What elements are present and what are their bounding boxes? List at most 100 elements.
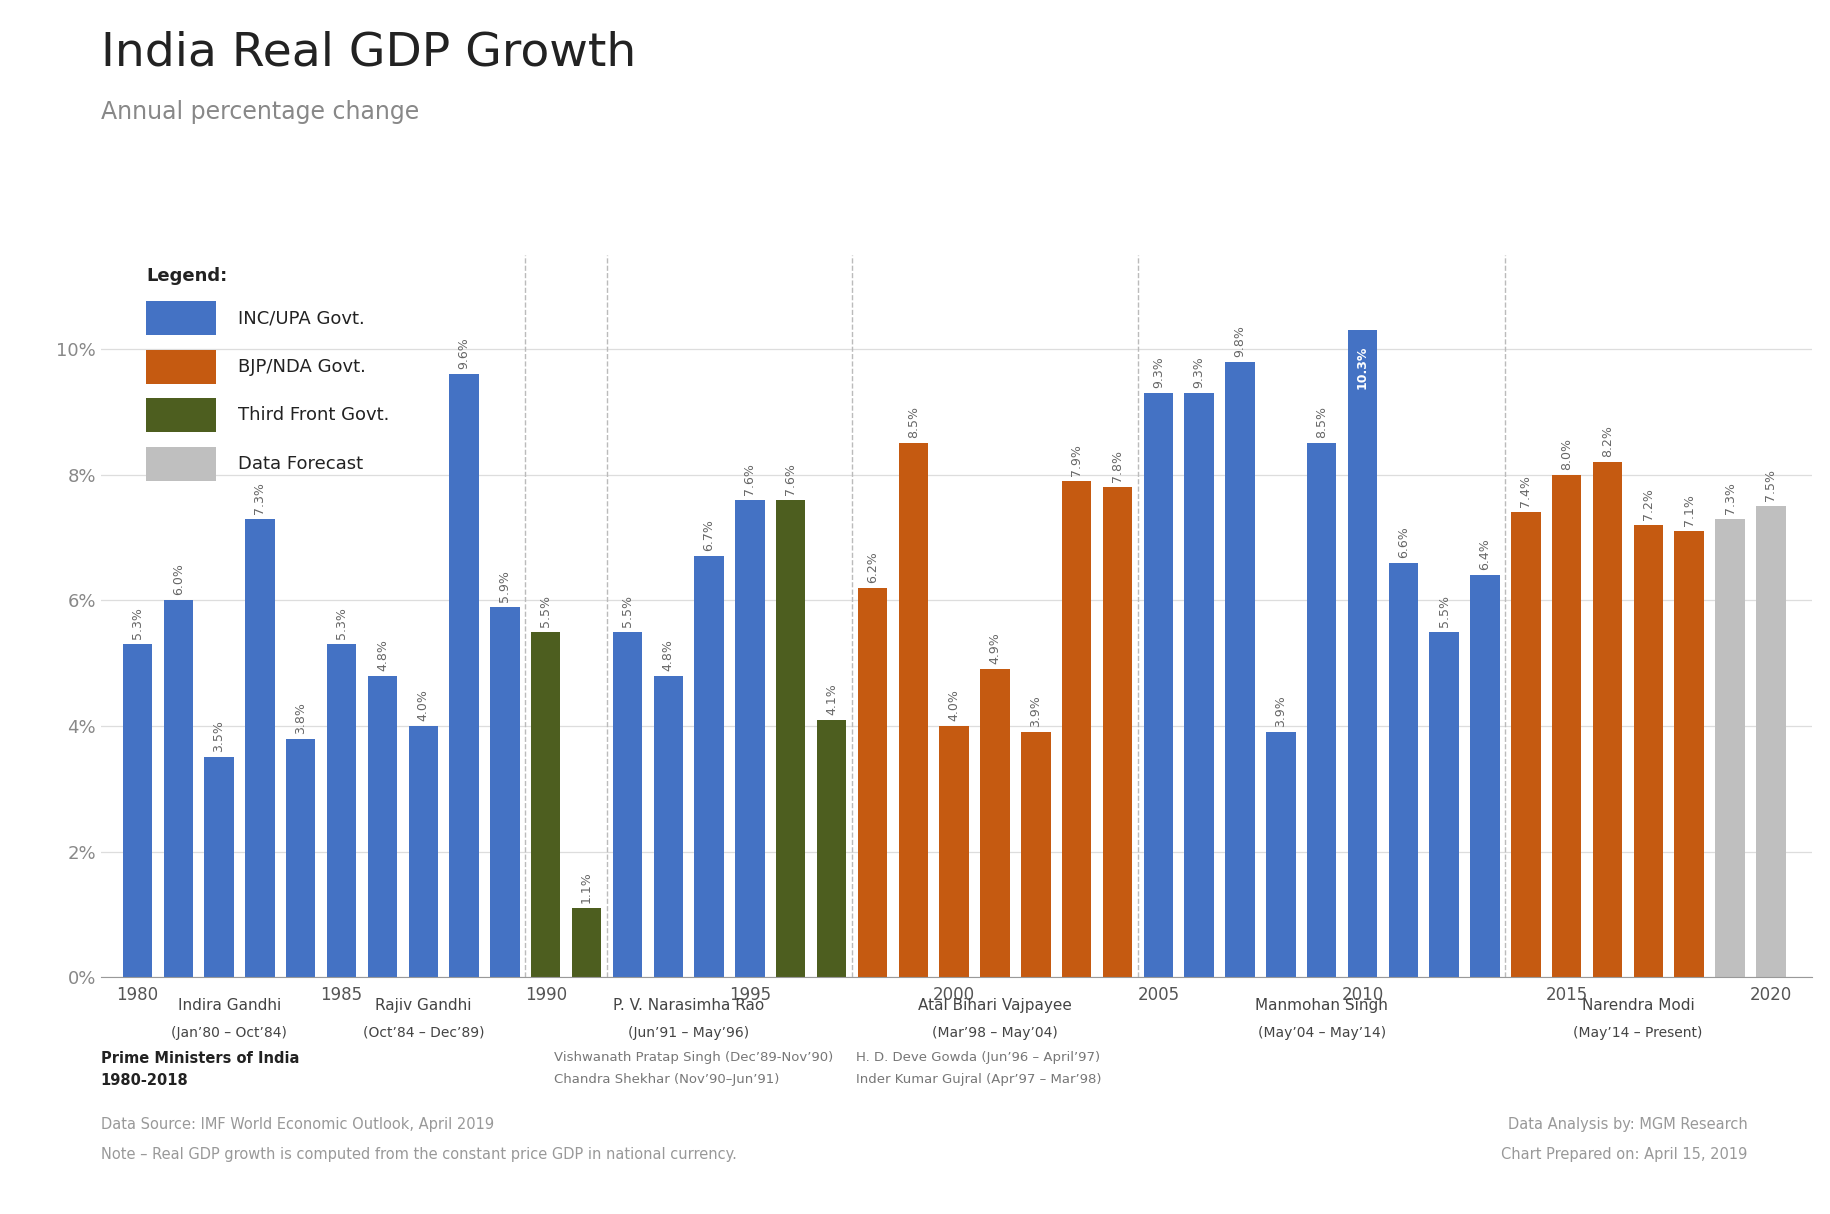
Bar (1715, 518, 1744, 977)
Bar (328, 645, 357, 977)
Text: 6.7%: 6.7% (703, 520, 716, 551)
Text: 9.3%: 9.3% (1193, 357, 1206, 388)
Text: Narendra Modi: Narendra Modi (1581, 998, 1695, 1012)
Text: P. V. Narasimha Rao: P. V. Narasimha Rao (613, 998, 765, 1012)
Text: 1980-2018: 1980-2018 (101, 1073, 188, 1088)
Text: 4.9%: 4.9% (988, 632, 1001, 664)
Text: Note – Real GDP growth is computed from the constant price GDP in national curre: Note – Real GDP growth is computed from … (101, 1147, 736, 1162)
Text: Third Front Govt.: Third Front Govt. (238, 407, 390, 424)
Text: Vishwanath Pratap Singh (Dec’89-Nov’90): Vishwanath Pratap Singh (Dec’89-Nov’90) (554, 1051, 833, 1065)
Text: 5.3%: 5.3% (335, 607, 348, 640)
Bar (163, 601, 192, 977)
Bar (1103, 487, 1133, 977)
Text: 4.1%: 4.1% (825, 683, 838, 715)
Bar (776, 500, 805, 977)
Text: 7.9%: 7.9% (1071, 444, 1083, 476)
Text: (May’04 – May’14): (May’04 – May’14) (1257, 1026, 1385, 1040)
Text: 3.9%: 3.9% (1028, 696, 1043, 727)
Text: Indira Gandhi: Indira Gandhi (178, 998, 282, 1012)
Text: 5.9%: 5.9% (498, 569, 511, 602)
Bar (1512, 512, 1541, 977)
Bar (613, 631, 642, 977)
Text: 5.5%: 5.5% (540, 595, 553, 626)
Text: INC/UPA Govt.: INC/UPA Govt. (238, 310, 364, 327)
Bar (1307, 443, 1336, 977)
Text: (Mar’98 – May’04): (Mar’98 – May’04) (931, 1026, 1058, 1040)
Text: H. D. Deve Gowda (Jun’96 – April’97): H. D. Deve Gowda (Jun’96 – April’97) (856, 1051, 1100, 1065)
Text: 5.3%: 5.3% (132, 607, 145, 640)
Bar (899, 443, 928, 977)
Bar (1634, 524, 1663, 977)
Bar (490, 607, 520, 977)
Text: 3.8%: 3.8% (295, 702, 307, 733)
Bar (1226, 362, 1255, 977)
Text: Legend:: Legend: (146, 267, 227, 285)
Text: Prime Ministers of India: Prime Ministers of India (101, 1051, 298, 1066)
Bar (939, 726, 968, 977)
Text: 10.3%: 10.3% (1356, 346, 1369, 390)
Bar (1552, 475, 1581, 977)
Bar (1266, 732, 1296, 977)
Text: Rajiv Gandhi: Rajiv Gandhi (375, 998, 472, 1012)
Bar (816, 720, 845, 977)
Bar (1021, 732, 1050, 977)
Bar (1757, 506, 1786, 977)
Text: 3.5%: 3.5% (212, 721, 225, 753)
Text: Annual percentage change: Annual percentage change (101, 100, 419, 124)
Bar (1184, 393, 1213, 977)
Text: 7.3%: 7.3% (1724, 482, 1737, 514)
Bar (1429, 631, 1459, 977)
Text: 7.6%: 7.6% (785, 463, 798, 495)
Bar (123, 645, 152, 977)
Text: 9.3%: 9.3% (1151, 357, 1166, 388)
Bar (450, 374, 479, 977)
Bar (573, 908, 602, 977)
Bar (1061, 481, 1091, 977)
Bar (1592, 463, 1621, 977)
Bar (1349, 330, 1378, 977)
Text: (Oct’84 – Dec’89): (Oct’84 – Dec’89) (362, 1026, 483, 1040)
Bar (1144, 393, 1173, 977)
Text: Chart Prepared on: April 15, 2019: Chart Prepared on: April 15, 2019 (1501, 1147, 1748, 1162)
Text: 7.2%: 7.2% (1642, 488, 1654, 520)
Text: 9.6%: 9.6% (458, 337, 470, 369)
Bar (858, 588, 888, 977)
Text: 7.3%: 7.3% (253, 482, 267, 514)
Bar (285, 738, 315, 977)
Text: Inder Kumar Gujral (Apr’97 – Mar’98): Inder Kumar Gujral (Apr’97 – Mar’98) (856, 1073, 1102, 1087)
Text: Manmohan Singh: Manmohan Singh (1255, 998, 1389, 1012)
Text: 4.8%: 4.8% (375, 639, 390, 671)
Text: 8.0%: 8.0% (1561, 438, 1574, 470)
Text: 6.4%: 6.4% (1479, 539, 1491, 571)
Text: 5.5%: 5.5% (620, 595, 633, 626)
Text: 6.2%: 6.2% (866, 551, 878, 583)
Text: BJP/NDA Govt.: BJP/NDA Govt. (238, 358, 366, 375)
Text: (Jan’80 – Oct’84): (Jan’80 – Oct’84) (172, 1026, 287, 1040)
Bar (1469, 575, 1501, 977)
Text: 4.0%: 4.0% (417, 690, 430, 721)
Bar (408, 726, 437, 977)
Bar (653, 676, 683, 977)
Text: 7.8%: 7.8% (1111, 450, 1124, 482)
Bar (981, 669, 1010, 977)
Text: 1.1%: 1.1% (580, 872, 593, 903)
Text: (Jun’91 – May’96): (Jun’91 – May’96) (628, 1026, 748, 1040)
Text: 7.4%: 7.4% (1519, 476, 1532, 507)
Text: 8.2%: 8.2% (1601, 425, 1614, 458)
Bar (736, 500, 765, 977)
Text: 7.6%: 7.6% (743, 463, 756, 495)
Text: 8.5%: 8.5% (908, 407, 920, 438)
Bar (1674, 532, 1704, 977)
Text: Data Source: IMF World Economic Outlook, April 2019: Data Source: IMF World Economic Outlook,… (101, 1117, 494, 1131)
Text: 6.0%: 6.0% (172, 563, 185, 595)
Text: 7.5%: 7.5% (1764, 469, 1777, 501)
Text: 3.9%: 3.9% (1274, 696, 1286, 727)
Text: 9.8%: 9.8% (1233, 325, 1246, 357)
Text: 5.5%: 5.5% (1438, 595, 1451, 626)
Text: Data Forecast: Data Forecast (238, 455, 362, 472)
Text: 8.5%: 8.5% (1316, 407, 1329, 438)
Text: Data Analysis by: MGM Research: Data Analysis by: MGM Research (1508, 1117, 1748, 1131)
Bar (531, 631, 560, 977)
Text: 7.1%: 7.1% (1684, 494, 1696, 527)
Text: India Real GDP Growth: India Real GDP Growth (101, 30, 635, 75)
